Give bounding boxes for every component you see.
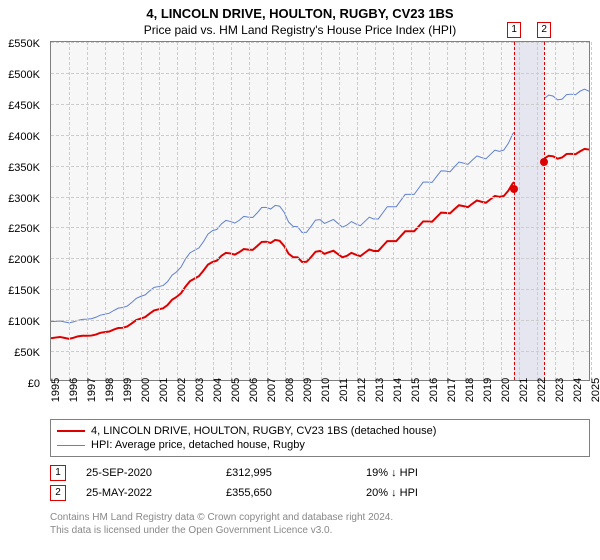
x-tick-label: 1998	[104, 378, 116, 402]
x-tick-label: 2007	[266, 378, 278, 402]
series-line-hpi	[51, 89, 589, 323]
record-date: 25-SEP-2020	[86, 467, 226, 479]
footer-line: Contains HM Land Registry data © Crown c…	[50, 511, 590, 524]
chart-plot-wrap: 12	[50, 41, 590, 381]
y-tick-label: £200K	[0, 254, 40, 266]
chart-svg	[51, 42, 589, 380]
x-tick-label: 2006	[248, 378, 260, 402]
x-tick-label: 2011	[338, 378, 350, 402]
series-line-price_paid	[51, 149, 589, 339]
x-tick-label: 2021	[518, 378, 530, 402]
x-tick-label: 1995	[50, 378, 62, 402]
chart-marker-label: 2	[537, 22, 551, 38]
x-tick-label: 2004	[212, 378, 224, 402]
y-tick-label: £0	[0, 378, 40, 390]
y-tick-label: £300K	[0, 193, 40, 205]
chart-plot-area: 12	[50, 41, 590, 381]
x-tick-label: 2018	[464, 378, 476, 402]
x-tick-label: 2015	[410, 378, 422, 402]
chart-marker-label: 1	[507, 22, 521, 38]
legend-item: 4, LINCOLN DRIVE, HOULTON, RUGBY, CV23 1…	[57, 424, 583, 438]
record-price: £312,995	[226, 467, 366, 479]
x-tick-label: 1996	[68, 378, 80, 402]
record-price: £355,650	[226, 487, 366, 499]
record-diff: 19% ↓ HPI	[366, 467, 506, 479]
footer-line: This data is licensed under the Open Gov…	[50, 524, 590, 537]
record-marker: 2	[50, 485, 66, 501]
record-date: 25-MAY-2022	[86, 487, 226, 499]
record-marker: 1	[50, 465, 66, 481]
y-tick-label: £100K	[0, 316, 40, 328]
x-tick-label: 2024	[572, 378, 584, 402]
legend-label: 4, LINCOLN DRIVE, HOULTON, RUGBY, CV23 1…	[91, 425, 436, 437]
table-row: 2 25-MAY-2022 £355,650 20% ↓ HPI	[50, 483, 590, 503]
x-tick-label: 2010	[320, 378, 332, 402]
table-row: 1 25-SEP-2020 £312,995 19% ↓ HPI	[50, 463, 590, 483]
x-tick-label: 2002	[176, 378, 188, 402]
legend-label: HPI: Average price, detached house, Rugb…	[91, 439, 305, 451]
y-tick-label: £400K	[0, 131, 40, 143]
chart-container: 4, LINCOLN DRIVE, HOULTON, RUGBY, CV23 1…	[0, 0, 600, 560]
records-table: 1 25-SEP-2020 £312,995 19% ↓ HPI 2 25-MA…	[50, 463, 590, 503]
y-tick-label: £50K	[0, 347, 40, 359]
x-tick-label: 2019	[482, 378, 494, 402]
x-tick-label: 2016	[428, 378, 440, 402]
x-tick-label: 2022	[536, 378, 548, 402]
record-diff: 20% ↓ HPI	[366, 487, 506, 499]
y-tick-label: £550K	[0, 38, 40, 50]
chart-title: 4, LINCOLN DRIVE, HOULTON, RUGBY, CV23 1…	[0, 0, 600, 21]
x-tick-label: 2025	[590, 378, 600, 402]
x-tick-label: 1997	[86, 378, 98, 402]
x-tick-label: 2009	[302, 378, 314, 402]
legend: 4, LINCOLN DRIVE, HOULTON, RUGBY, CV23 1…	[50, 419, 590, 457]
x-tick-label: 2017	[446, 378, 458, 402]
y-tick-label: £150K	[0, 285, 40, 297]
x-tick-label: 2020	[500, 378, 512, 402]
x-tick-label: 1999	[122, 378, 134, 402]
legend-item: HPI: Average price, detached house, Rugb…	[57, 438, 583, 452]
legend-swatch	[57, 430, 85, 432]
footer-text: Contains HM Land Registry data © Crown c…	[50, 511, 590, 537]
x-tick-label: 2000	[140, 378, 152, 402]
x-tick-label: 2005	[230, 378, 242, 402]
x-tick-label: 2023	[554, 378, 566, 402]
x-tick-label: 2013	[374, 378, 386, 402]
y-tick-label: £500K	[0, 69, 40, 81]
y-tick-label: £350K	[0, 162, 40, 174]
y-tick-label: £450K	[0, 100, 40, 112]
x-tick-label: 2012	[356, 378, 368, 402]
x-tick-label: 2003	[194, 378, 206, 402]
legend-swatch	[57, 445, 85, 446]
data-point	[510, 185, 518, 193]
data-point	[540, 158, 548, 166]
x-tick-label: 2001	[158, 378, 170, 402]
y-tick-label: £250K	[0, 223, 40, 235]
x-tick-label: 2008	[284, 378, 296, 402]
x-tick-label: 2014	[392, 378, 404, 402]
